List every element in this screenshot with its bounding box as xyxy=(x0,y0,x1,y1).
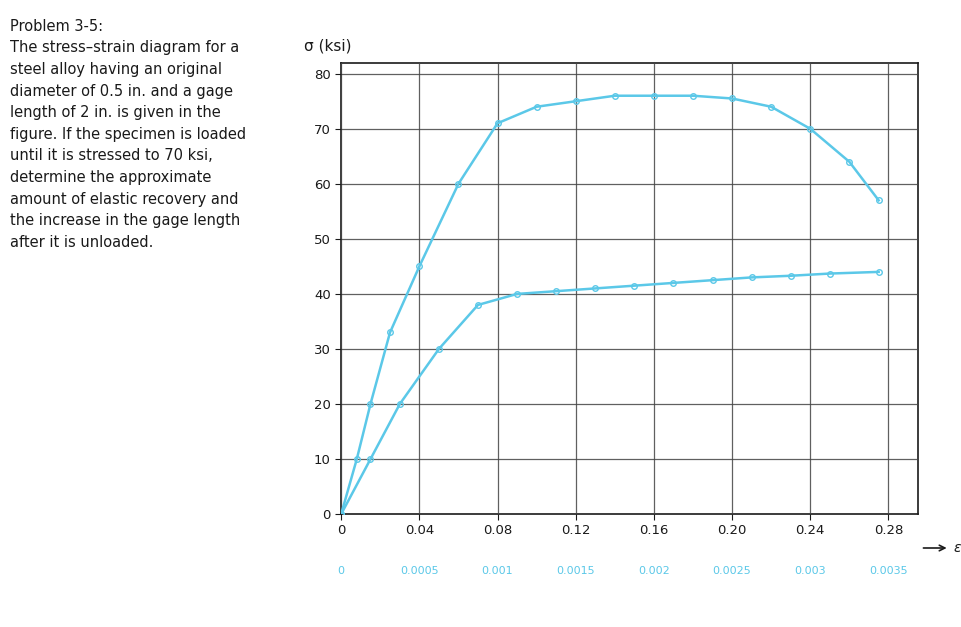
Text: 0.0035: 0.0035 xyxy=(869,566,908,576)
Text: 0.0025: 0.0025 xyxy=(713,566,752,576)
Text: 0.002: 0.002 xyxy=(638,566,670,576)
Text: 0.0005: 0.0005 xyxy=(400,566,438,576)
Text: 0.0015: 0.0015 xyxy=(556,566,595,576)
Text: 0.001: 0.001 xyxy=(481,566,513,576)
Text: 0.003: 0.003 xyxy=(795,566,826,576)
Text: ε (in./in.): ε (in./in.) xyxy=(953,541,961,555)
Text: Problem 3-5:
The stress–strain diagram for a
steel alloy having an original
diam: Problem 3-5: The stress–strain diagram f… xyxy=(10,19,246,250)
Text: 0: 0 xyxy=(337,566,345,576)
Text: σ (ksi): σ (ksi) xyxy=(304,39,351,54)
